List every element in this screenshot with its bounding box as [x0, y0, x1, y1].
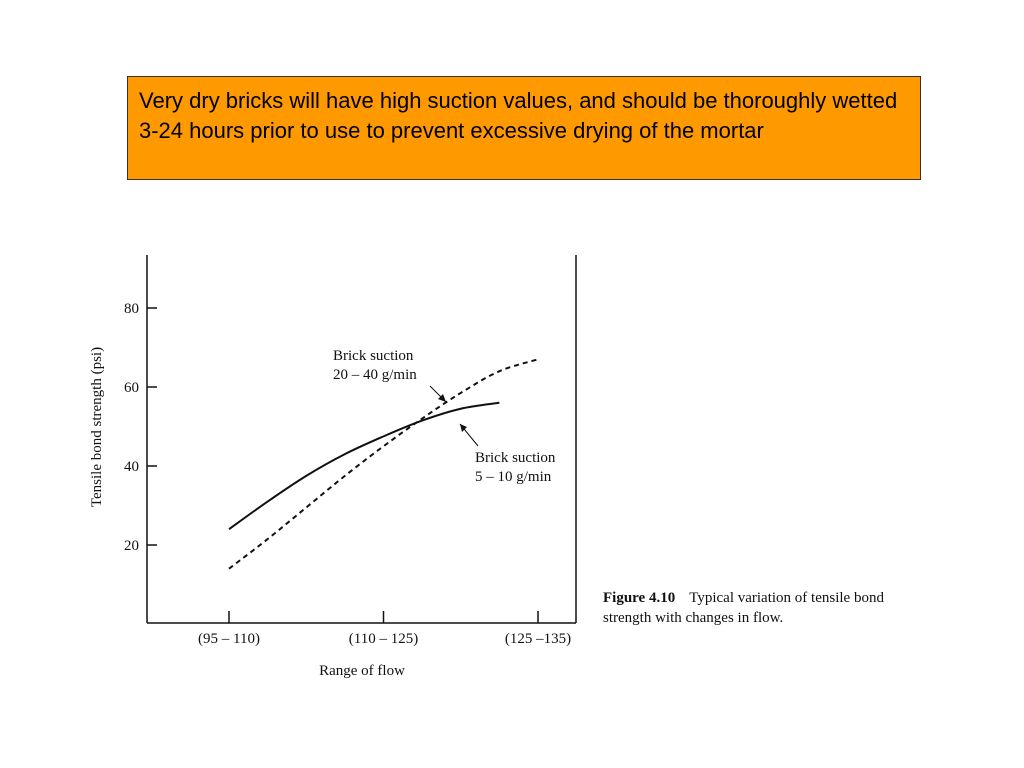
callout-text: Very dry bricks will have high suction v…	[139, 88, 898, 143]
series-label-solid: Brick suction 5 – 10 g/min	[459, 423, 556, 485]
figure-caption: Figure 4.10 Typical variation of tensile …	[603, 588, 903, 628]
figure-label: Figure 4.10	[603, 590, 676, 606]
x-tick-label: (95 – 110)	[198, 631, 260, 647]
series-label-dashed-arrowhead	[438, 394, 446, 402]
y-tick-label: 60	[124, 380, 139, 396]
figure-caption-text: Typical variation of tensile bond streng…	[603, 590, 884, 626]
series-label-solid-arrowhead	[460, 424, 467, 432]
series-label-solid-line1: Brick suction	[475, 450, 556, 466]
y-tick-label: 20	[124, 538, 139, 554]
x-tick-label: (125 –135)	[505, 631, 571, 647]
series-label-dashed-line1: Brick suction	[333, 348, 414, 364]
series-line-solid	[228, 401, 500, 531]
series-label-dashed: Brick suction 20 – 40 g/min	[333, 348, 447, 403]
y-axis-title: Tensile bond strength (psi)	[89, 347, 105, 507]
y-ticks: 20 40 60 80	[124, 301, 157, 554]
y-tick-label: 80	[124, 301, 139, 317]
series-label-dashed-line2: 20 – 40 g/min	[333, 367, 417, 383]
x-tick-label: (110 – 125)	[349, 631, 418, 647]
x-ticks: (95 – 110) (110 – 125) (125 –135)	[198, 611, 571, 647]
y-tick-label: 40	[124, 459, 139, 475]
info-callout: Very dry bricks will have high suction v…	[127, 76, 921, 180]
series-lines	[228, 358, 539, 570]
x-axis-title: Range of flow	[319, 663, 405, 679]
series-line-dashed	[228, 358, 539, 570]
series-label-solid-line2: 5 – 10 g/min	[475, 469, 552, 485]
